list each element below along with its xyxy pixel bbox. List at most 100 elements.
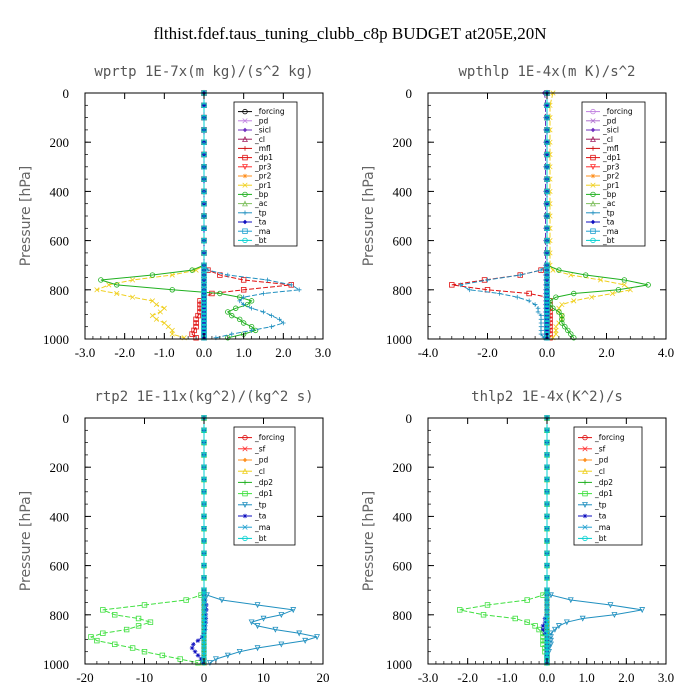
x-tick-label: -2.0 xyxy=(477,345,498,360)
series-points-bt xyxy=(201,90,207,341)
legend-label: _ta xyxy=(602,218,614,227)
y-tick-label: 0 xyxy=(406,411,413,426)
y-tick-label: 800 xyxy=(50,283,70,298)
x-tick-label: 2.0 xyxy=(618,670,634,685)
x-tick-label: -10 xyxy=(136,670,153,685)
legend-label: _ac xyxy=(602,199,615,208)
legend-box xyxy=(573,426,643,546)
legend-label: _tp xyxy=(254,500,267,509)
legend-label: _pr1 xyxy=(254,181,272,190)
series-line-dp1 xyxy=(451,93,551,338)
y-tick-label: 800 xyxy=(50,608,70,623)
y-tick-label: 0 xyxy=(63,411,70,426)
panel-title: thlp2 1E-4x(K^2)/s xyxy=(471,389,623,405)
legend-label: _mfl xyxy=(602,144,619,153)
y-tick-label: 200 xyxy=(393,135,413,150)
panel-title: wprtp 1E-7x(m kg)/(s^2 kg) xyxy=(94,64,313,80)
y-tick-label: 600 xyxy=(393,234,413,249)
series-points-bt xyxy=(544,415,550,666)
legend-label: _dp2 xyxy=(254,478,273,487)
x-tick-label: 10 xyxy=(257,670,270,685)
y-axis-label: Pressure [hPa] xyxy=(18,491,34,591)
series-line-pr1 xyxy=(95,93,205,339)
y-tick-label: 600 xyxy=(50,234,70,249)
y-tick-label: 1000 xyxy=(43,332,69,347)
series-points-dp1 xyxy=(449,90,553,341)
series-line-dp1 xyxy=(459,418,548,663)
x-tick-label: 3.0 xyxy=(658,670,674,685)
legend-label: _sf xyxy=(254,444,266,453)
y-tick-label: 400 xyxy=(50,184,70,199)
x-tick-label: 1.0 xyxy=(579,670,595,685)
legend-label: _pr2 xyxy=(254,172,272,181)
legend-label: _ta xyxy=(254,218,266,227)
legend-label: _tp xyxy=(254,208,267,217)
x-tick-label: 0.0 xyxy=(196,345,212,360)
chart-panel-2: wpthlp 1E-4x(m K)/s^2 Pressure [hPa] -4.0 -… xyxy=(361,64,674,360)
x-tick-label: 0 xyxy=(201,670,208,685)
chart-panel-1: wprtp 1E-7x(m kg)/(s^2 kg) Pressure [hPa]… xyxy=(18,64,331,360)
y-tick-label: 200 xyxy=(50,460,70,475)
legend-label: _bp xyxy=(254,190,269,199)
series-points-bt xyxy=(544,90,550,341)
legend-label: _pd xyxy=(594,456,609,465)
legend-label: _sicl xyxy=(254,126,271,135)
legend-label: _forcing xyxy=(602,107,633,116)
x-tick-label: 3.0 xyxy=(315,345,331,360)
y-tick-label: 600 xyxy=(50,559,70,574)
legend-label: _pd xyxy=(254,116,269,125)
legend-label: _sf xyxy=(594,444,606,453)
legend-label: _ma xyxy=(594,523,611,532)
legend-label: _mfl xyxy=(254,144,271,153)
chart-panel-3: rtp2 1E-11x(kg^2)/(kg^2 s) Pressure [hPa]… xyxy=(18,389,330,685)
x-tick-label: 0.0 xyxy=(539,670,555,685)
legend-label: _ma xyxy=(254,227,271,236)
legend-label: _cl xyxy=(254,135,265,144)
panel-title: wpthlp 1E-4x(m K)/s^2 xyxy=(458,64,635,80)
y-tick-label: 800 xyxy=(393,283,413,298)
y-tick-label: 800 xyxy=(393,608,413,623)
legend-label: _cl xyxy=(254,467,265,476)
series-line-dp1 xyxy=(89,418,205,664)
legend: _forcing_pd_sicl_cl_mfl_dp1_pr3_pr2_pr1_… xyxy=(233,101,298,247)
y-tick-label: 400 xyxy=(393,509,413,524)
series-group xyxy=(457,414,646,666)
series-points-dp1 xyxy=(88,415,207,666)
x-tick-label: 2.0 xyxy=(598,345,614,360)
legend: _forcing_pd_sicl_cl_mfl_dp1_pr3_pr2_pr1_… xyxy=(581,101,646,247)
y-tick-label: 400 xyxy=(50,509,70,524)
legend-label: _pd xyxy=(602,116,617,125)
y-axis-label: Pressure [hPa] xyxy=(18,166,34,266)
y-tick-label: 400 xyxy=(393,184,413,199)
y-axis-label: Pressure [hPa] xyxy=(361,166,377,266)
y-tick-label: 0 xyxy=(406,86,413,101)
x-tick-label: 1.0 xyxy=(236,345,252,360)
legend-label: _forcing xyxy=(594,433,625,442)
legend-label: _bt xyxy=(254,236,267,245)
panel-title: rtp2 1E-11x(kg^2)/(kg^2 s) xyxy=(94,389,313,405)
legend-label: _dp1 xyxy=(254,489,273,498)
legend-label: _dp2 xyxy=(594,478,613,487)
series-points-dp1 xyxy=(457,415,550,666)
x-tick-label: 4.0 xyxy=(658,345,674,360)
legend-label: _cl xyxy=(602,135,613,144)
figure-title: flthist.fdef.taus_tuning_clubb_c8p BUDGE… xyxy=(154,24,547,43)
y-tick-label: 1000 xyxy=(43,657,69,672)
series-points-tp xyxy=(458,90,550,341)
series-line-sicl xyxy=(543,92,546,338)
legend-label: _dp1 xyxy=(594,489,613,498)
y-tick-label: 0 xyxy=(63,86,70,101)
x-tick-label: -1.0 xyxy=(154,345,175,360)
y-tick-label: 1000 xyxy=(386,332,412,347)
x-tick-label: -20 xyxy=(76,670,93,685)
legend-label: _forcing xyxy=(254,107,285,116)
legend-label: _bp xyxy=(602,190,617,199)
legend-label: _pr2 xyxy=(602,172,620,181)
x-tick-label: -3.0 xyxy=(418,670,439,685)
legend-label: _pr3 xyxy=(254,162,272,171)
x-tick-label: 2.0 xyxy=(275,345,291,360)
legend-label: _bt xyxy=(602,236,615,245)
legend-label: _bt xyxy=(594,534,607,543)
x-tick-label: 20 xyxy=(317,670,330,685)
